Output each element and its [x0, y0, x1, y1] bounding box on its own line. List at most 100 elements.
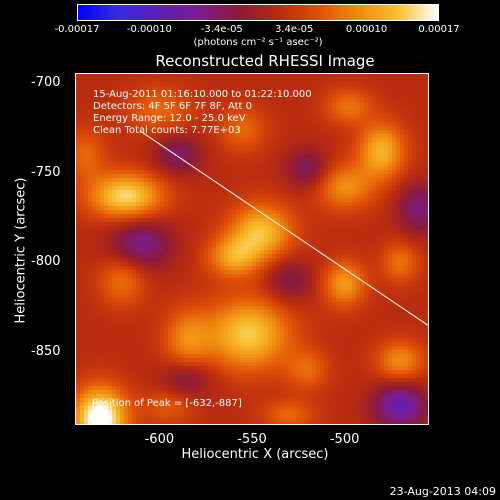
heatmap-cell — [304, 266, 309, 271]
heatmap-cell — [156, 178, 161, 183]
heatmap-cell — [272, 286, 277, 291]
heatmap-cell — [148, 82, 153, 87]
heatmap-cell — [384, 226, 389, 231]
heatmap-cell — [412, 86, 417, 91]
heatmap-cell — [424, 278, 428, 283]
heatmap-cell — [188, 294, 193, 299]
heatmap-cell — [348, 186, 353, 191]
heatmap-cell — [160, 190, 165, 195]
heatmap-cell — [240, 222, 245, 227]
heatmap-cell — [248, 178, 253, 183]
heatmap-cell — [192, 298, 197, 303]
heatmap-cell — [224, 150, 229, 155]
heatmap-cell — [324, 90, 329, 95]
heatmap-cell — [80, 282, 85, 287]
heatmap-cell — [120, 234, 125, 239]
heatmap-cell — [340, 290, 345, 295]
heatmap-cell — [172, 126, 177, 131]
heatmap-cell — [352, 122, 357, 127]
heatmap-cell — [204, 202, 209, 207]
heatmap-cell — [376, 198, 381, 203]
heatmap-cell — [252, 246, 257, 251]
heatmap-cell — [300, 286, 305, 291]
heatmap-cell — [348, 114, 353, 119]
heatmap-cell — [252, 190, 257, 195]
heatmap-cell — [184, 242, 189, 247]
heatmap-cell — [204, 234, 209, 239]
heatmap-cell — [264, 202, 269, 207]
heatmap-cell — [144, 222, 149, 227]
heatmap-cell — [112, 154, 117, 159]
heatmap-cell — [316, 114, 321, 119]
heatmap-cell — [220, 150, 225, 155]
heatmap-cell — [352, 138, 357, 143]
heatmap-cell — [216, 194, 221, 199]
heatmap-cell — [88, 250, 93, 255]
heatmap-cell — [360, 230, 365, 235]
heatmap-cell — [144, 206, 149, 211]
heatmap-cell — [280, 86, 285, 91]
heatmap-cell — [372, 166, 377, 171]
heatmap-cell — [140, 198, 145, 203]
heatmap-cell — [76, 150, 81, 155]
heatmap-cell — [248, 290, 253, 295]
heatmap-cell — [104, 298, 109, 303]
heatmap-cell — [360, 226, 365, 231]
heatmap-cell — [324, 210, 329, 215]
heatmap-cell — [392, 286, 397, 291]
heatmap-cell — [388, 246, 393, 251]
heatmap-cell — [404, 146, 409, 151]
heatmap-cell — [404, 162, 409, 167]
heatmap-cell — [188, 82, 193, 87]
heatmap-cell — [116, 234, 121, 239]
heatmap-cell — [236, 110, 241, 115]
heatmap-cell — [380, 206, 385, 211]
heatmap-cell — [348, 182, 353, 187]
heatmap-cell — [404, 218, 409, 223]
heatmap-cell — [144, 130, 149, 135]
heatmap-cell — [212, 186, 217, 191]
heatmap-cell — [360, 234, 365, 239]
heatmap-cell — [120, 94, 125, 99]
heatmap-cell — [332, 98, 337, 103]
heatmap-cell — [252, 86, 257, 91]
heatmap-cell — [120, 286, 125, 291]
heatmap-cell — [352, 154, 357, 159]
heatmap-cell — [340, 106, 345, 111]
heatmap-cell — [412, 146, 417, 151]
heatmap-cell — [340, 246, 345, 251]
heatmap-cell — [416, 226, 421, 231]
heatmap-cell — [408, 118, 413, 123]
heatmap-cell — [188, 238, 193, 243]
heatmap-cell — [308, 202, 313, 207]
heatmap-cell — [348, 86, 353, 91]
heatmap-cell — [324, 178, 329, 183]
heatmap-cell — [300, 114, 305, 119]
heatmap-cell — [236, 90, 241, 95]
heatmap-cell — [296, 110, 301, 115]
heatmap-cell — [424, 106, 428, 111]
heatmap-cell — [412, 126, 417, 131]
heatmap-cell — [116, 202, 121, 207]
heatmap-cell — [256, 222, 261, 227]
heatmap-cell — [196, 190, 201, 195]
heatmap-cell — [392, 290, 397, 295]
heatmap-cell — [120, 242, 125, 247]
heatmap-cell — [240, 246, 245, 251]
heatmap-cell — [372, 202, 377, 207]
heatmap-cell — [392, 90, 397, 95]
heatmap-cell — [396, 226, 401, 231]
heatmap-cell — [176, 210, 181, 215]
heatmap-cell — [152, 214, 157, 219]
heatmap-cell — [248, 130, 253, 135]
heatmap-cell — [192, 218, 197, 223]
heatmap-cell — [188, 130, 193, 135]
heatmap-cell — [332, 234, 337, 239]
heatmap-cell — [228, 118, 233, 123]
heatmap-cell — [332, 290, 337, 295]
heatmap-cell — [332, 118, 337, 123]
heatmap-cell — [396, 270, 401, 275]
heatmap-cell — [100, 278, 105, 283]
heatmap-cell — [112, 274, 117, 279]
heatmap-cell — [400, 182, 405, 187]
